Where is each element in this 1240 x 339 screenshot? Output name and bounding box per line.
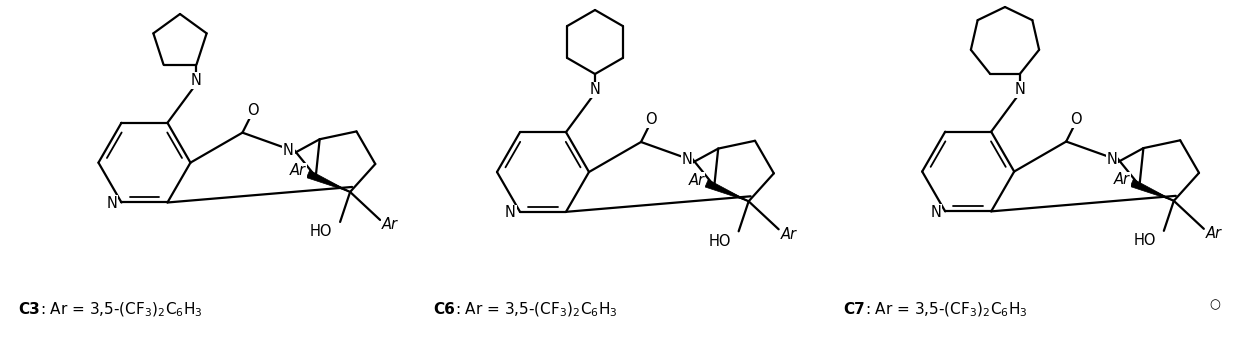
Text: O: O: [247, 103, 258, 118]
Text: : Ar = 3,5-(CF$_3$)$_2$C$_6$H$_3$: : Ar = 3,5-(CF$_3$)$_2$C$_6$H$_3$: [40, 301, 202, 319]
Text: N: N: [283, 143, 294, 158]
Text: : Ar = 3,5-(CF$_3$)$_2$C$_6$H$_3$: : Ar = 3,5-(CF$_3$)$_2$C$_6$H$_3$: [455, 301, 618, 319]
Text: N: N: [589, 82, 600, 98]
Text: : Ar = 3,5-(CF$_3$)$_2$C$_6$H$_3$: : Ar = 3,5-(CF$_3$)$_2$C$_6$H$_3$: [866, 301, 1028, 319]
Text: HO: HO: [310, 224, 332, 239]
Text: Ar: Ar: [1205, 226, 1221, 241]
Text: Ar: Ar: [290, 163, 306, 178]
Text: Ar: Ar: [1114, 172, 1130, 187]
Text: ○: ○: [1209, 299, 1220, 312]
Text: N: N: [930, 205, 941, 220]
Text: N: N: [505, 205, 516, 220]
Text: N: N: [1014, 82, 1025, 97]
Text: Ar: Ar: [688, 173, 704, 188]
Text: N: N: [191, 73, 202, 88]
Text: O: O: [1070, 112, 1083, 127]
Polygon shape: [306, 170, 350, 192]
Text: C3: C3: [19, 302, 40, 318]
Polygon shape: [1131, 179, 1174, 201]
Text: HO: HO: [708, 234, 730, 249]
Text: N: N: [107, 196, 118, 211]
Text: Ar: Ar: [781, 227, 796, 242]
Text: Ar: Ar: [382, 217, 398, 233]
Text: HO: HO: [1133, 233, 1156, 248]
Text: N: N: [682, 153, 692, 167]
Text: C6: C6: [433, 302, 455, 318]
Polygon shape: [706, 180, 749, 201]
Text: C7: C7: [843, 302, 864, 318]
Text: N: N: [1107, 152, 1117, 167]
Text: O: O: [645, 113, 657, 127]
